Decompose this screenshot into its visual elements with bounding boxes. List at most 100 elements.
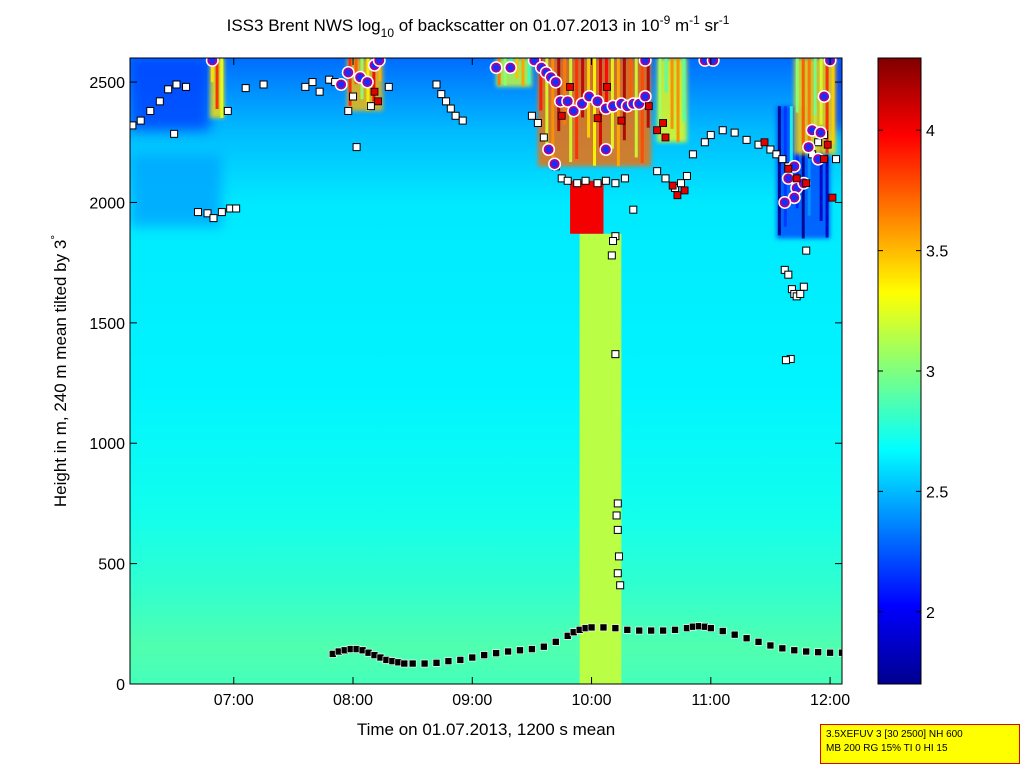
cloud-base-marker [772, 150, 781, 159]
x-tick-label: 10:00 [572, 692, 612, 709]
cloud-streak [563, 58, 567, 125]
strong-marker [802, 179, 811, 188]
bl-marker [718, 627, 727, 635]
cloud-streak [551, 58, 555, 165]
cloud-base-marker [164, 85, 173, 94]
bl-marker [551, 638, 560, 646]
detection-marker [492, 64, 500, 71]
detection-marker [345, 69, 352, 76]
background-field [130, 58, 842, 684]
y-axis: 0 500 1000 1500 2000 2500 [89, 75, 842, 694]
plot-frame [129, 57, 843, 685]
cloud-base-marker [742, 135, 751, 144]
detection-marker [602, 146, 610, 153]
cloud-base-marker [172, 80, 181, 89]
cloud-streak [789, 106, 793, 173]
cloud-streak [777, 106, 781, 236]
cloud-streak [807, 106, 811, 216]
bl-marker [826, 648, 834, 657]
cloud-streak [664, 58, 668, 93]
cloud-streak [640, 58, 644, 164]
bl-marker [587, 623, 596, 632]
strong-marker [557, 111, 566, 120]
bl-marker [540, 642, 548, 651]
backscatter-field [130, 58, 842, 684]
info-line-2: MB 200 RG 15% TI 0 HI 15 [826, 743, 948, 754]
bl-marker [504, 647, 512, 656]
cloud-base-marker [581, 176, 590, 185]
cloud-base-marker [223, 106, 232, 115]
colorbar-tick-label: 4 [926, 123, 935, 140]
detection-marker [785, 175, 792, 182]
cloud-base-marker [573, 179, 582, 188]
cloud-streak [527, 58, 531, 84]
detection-marker [507, 64, 514, 71]
cloud-base-marker [799, 282, 808, 291]
chart-title: ISS3 Brent NWS log10 of backscatter on 0… [227, 13, 730, 40]
cloud-base-marker [539, 133, 548, 142]
cloud-base-marker [620, 174, 629, 183]
detection-marker [791, 163, 798, 170]
colorbar-axis: 2 2.5 3 3.5 4 [878, 123, 948, 622]
y-tick-label: 1000 [89, 436, 125, 453]
detection-marker [781, 199, 788, 206]
cloud-streak [807, 58, 811, 150]
strong-marker [680, 186, 689, 195]
cloud-streak [581, 58, 585, 118]
detection-marker [578, 100, 586, 107]
cloud-streak [628, 58, 632, 115]
x-tick-label: 12:00 [810, 692, 850, 709]
detection-marker [701, 58, 709, 64]
bl-marker [707, 624, 715, 632]
cloud-base-marker [451, 111, 460, 120]
cloud-base-marker [781, 356, 790, 365]
bl-marker [468, 653, 477, 662]
cloud-base-marker [442, 97, 451, 106]
cloud-streak [503, 58, 507, 86]
cloud-base-marker [784, 270, 793, 279]
info-line-1: 3.5XEFUV 3 [30 2500] NH 600 [826, 729, 963, 740]
strong-marker [659, 119, 668, 127]
cloud-streak [801, 106, 805, 239]
cloud-base-marker [217, 208, 226, 217]
cloud-base-marker [384, 82, 393, 91]
cloud-base-marker [796, 289, 805, 298]
detection-marker [337, 81, 345, 88]
strong-marker [370, 87, 379, 96]
y-tick-label: 1500 [89, 316, 125, 333]
cloud-base-marker [308, 78, 317, 87]
cloud-base-marker [718, 126, 727, 135]
cloud-base-marker [315, 87, 324, 96]
detection-marker [364, 78, 371, 86]
cloud-base-marker [700, 138, 709, 147]
detection-marker [531, 58, 538, 64]
y-tick-label: 2000 [89, 195, 125, 212]
cloud-base-marker [527, 111, 536, 120]
bl-marker [492, 649, 500, 657]
cloud-streak [354, 58, 358, 85]
x-tick-label: 09:00 [452, 692, 492, 709]
strong-marker [673, 191, 682, 200]
colorbar-tick-label: 2 [926, 605, 935, 622]
cloud-base-marker [446, 104, 455, 113]
colorbar [877, 57, 922, 685]
x-tick-label: 07:00 [214, 692, 254, 709]
cloud-streak [539, 58, 543, 111]
cloud-streak [557, 58, 561, 132]
cloud-streak [801, 58, 805, 149]
detection-marker [817, 129, 824, 136]
bl-marker [790, 646, 799, 655]
cloud-streak [348, 58, 352, 106]
x-tick-label: 08:00 [333, 692, 373, 709]
bl-marker [480, 651, 489, 659]
strong-marker [566, 82, 574, 91]
cloud-base-marker [146, 106, 155, 115]
cloud-base-marker [661, 174, 670, 183]
bl-marker [838, 648, 842, 657]
cloud-base-marker [301, 82, 310, 91]
processing-info-box: 3.5XEFUV 3 [30 2500] NH 600 MB 200 RG 15… [820, 724, 1020, 764]
cloud-base-marker [601, 176, 610, 185]
cloud-base-marker [259, 80, 268, 89]
cloud-base-marker [682, 171, 691, 180]
